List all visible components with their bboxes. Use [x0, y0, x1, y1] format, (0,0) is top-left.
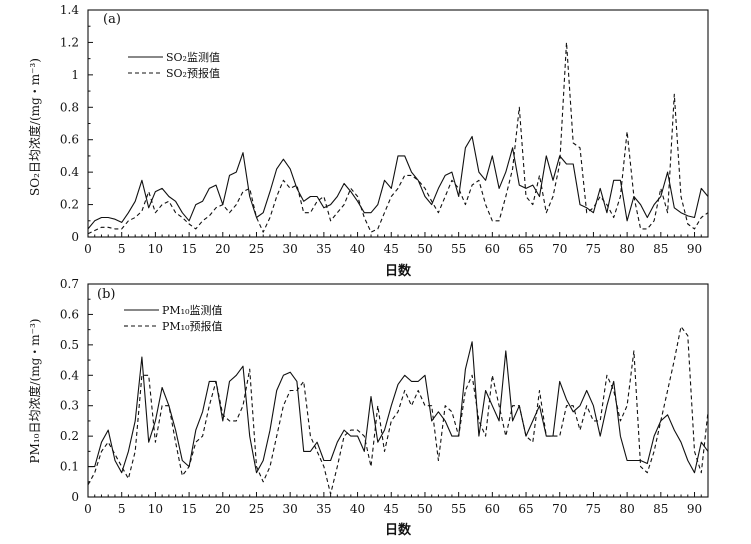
x-tick-label: 45 [384, 502, 399, 516]
x-tick-label: 85 [653, 502, 668, 516]
y-tick-label: 0.6 [60, 133, 79, 147]
y-tick-label: 0 [71, 230, 79, 244]
y-tick-label: 0.1 [60, 460, 79, 474]
y-tick-label: 0 [71, 490, 79, 504]
x-tick-label: 70 [552, 502, 567, 516]
legend-label: SO₂预报值 [166, 66, 220, 80]
panel-a: (a) SO₂日均浓度/(mg・m⁻³) 日数 SO₂监测值 SO₂预报值 0 5… [27, 3, 709, 279]
x-tick-label: 0 [84, 242, 92, 256]
x-tick-label: 20 [215, 242, 230, 256]
x-tick-label: 75 [586, 242, 601, 256]
x-tick-label: 75 [586, 502, 601, 516]
y-tick-label: 0.2 [60, 429, 79, 443]
y-tick-label: 1 [71, 68, 79, 82]
x-tick-label: 50 [417, 242, 432, 256]
x-tick-label: 40 [350, 242, 365, 256]
x-tick-label: 10 [148, 242, 163, 256]
legend-label: PM₁₀监测值 [162, 304, 222, 317]
observed-series-line [87, 135, 709, 230]
x-tick-label: 30 [283, 242, 298, 256]
x-tick-label: 80 [619, 242, 634, 256]
x-tick-label: 60 [485, 502, 500, 516]
x-tick-label: 90 [687, 502, 702, 516]
x-tick-label: 30 [283, 502, 298, 516]
y-tick-label: 0.6 [60, 307, 79, 321]
x-tick-label: 90 [687, 242, 702, 256]
x-tick-label: 70 [552, 242, 567, 256]
x-tick-label: 35 [316, 242, 331, 256]
y-tick-label: 0.7 [60, 277, 79, 291]
legend: SO₂监测值 SO₂预报值 [128, 51, 220, 80]
x-tick-label: 20 [215, 502, 230, 516]
forecast-series-line [87, 326, 709, 495]
y-tick-label: 0.3 [60, 399, 79, 413]
x-tick-label: 40 [350, 502, 365, 516]
x-tick-label: 45 [384, 242, 399, 256]
panel-label: (b) [97, 287, 115, 302]
legend: PM₁₀监测值 PM₁₀预报值 [124, 304, 222, 333]
y-tick-label: 0.4 [60, 165, 79, 179]
x-tick-label: 15 [181, 502, 196, 516]
x-tick-label: 65 [518, 242, 533, 256]
y-tick-label: 0.4 [60, 368, 79, 382]
x-tick-label: 55 [451, 502, 466, 516]
x-tick-label: 50 [417, 502, 432, 516]
y-tick-label: 0.2 [60, 198, 79, 212]
panel-label: (a) [103, 12, 121, 27]
y-axis-label: PM₁₀日均浓度/(mg・m⁻³) [27, 319, 42, 464]
x-tick-label: 25 [249, 502, 264, 516]
y-axis-label: SO₂日均浓度/(mg・m⁻³) [27, 58, 42, 196]
x-tick-label: 25 [249, 242, 264, 256]
x-tick-label: 80 [619, 502, 634, 516]
x-tick-label: 60 [485, 242, 500, 256]
x-axis-label: 日数 [385, 522, 412, 538]
y-tick-label: 1.2 [60, 35, 79, 49]
panel-b: (b) PM₁₀日均浓度/(mg・m⁻³) 日数 PM₁₀监测值 PM₁₀预报值… [27, 277, 709, 538]
x-tick-label: 5 [118, 502, 126, 516]
x-tick-label: 35 [316, 502, 331, 516]
y-tick-label: 1.4 [60, 3, 79, 17]
x-tick-label: 0 [84, 502, 92, 516]
x-tick-label: 85 [653, 242, 668, 256]
x-tick-label: 55 [451, 242, 466, 256]
plot-frame [87, 9, 709, 238]
y-tick-label: 0.8 [60, 100, 79, 114]
x-tick-label: 15 [181, 242, 196, 256]
legend-label: PM₁₀预报值 [162, 319, 222, 333]
forecast-series-line [87, 41, 709, 235]
x-tick-label: 10 [148, 502, 163, 516]
y-tick-label: 0.5 [60, 338, 79, 352]
x-tick-label: 5 [118, 242, 126, 256]
x-tick-label: 65 [518, 502, 533, 516]
observed-series-line [88, 341, 709, 474]
x-axis-label: 日数 [385, 263, 412, 279]
legend-label: SO₂监测值 [166, 51, 220, 64]
